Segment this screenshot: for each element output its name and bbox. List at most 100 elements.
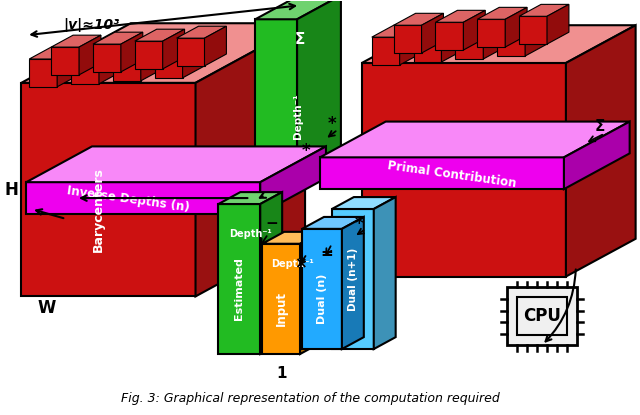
Polygon shape [519,16,547,44]
Text: Depth⁻¹: Depth⁻¹ [229,229,271,239]
Polygon shape [442,22,463,62]
Polygon shape [300,232,322,354]
Text: Σ: Σ [595,119,605,134]
Polygon shape [205,26,227,66]
Polygon shape [413,34,442,62]
Polygon shape [320,122,630,157]
Polygon shape [262,244,300,354]
Polygon shape [413,22,463,34]
Polygon shape [422,13,444,53]
Text: Depth⁻¹: Depth⁻¹ [271,259,314,269]
Polygon shape [260,146,326,214]
Polygon shape [113,41,163,53]
Text: ×: × [294,256,307,271]
Polygon shape [21,23,305,83]
Polygon shape [566,25,636,276]
Polygon shape [26,146,326,182]
Polygon shape [463,10,485,50]
Polygon shape [93,32,143,44]
Polygon shape [342,217,364,349]
Text: Dual (n): Dual (n) [317,274,327,324]
Polygon shape [435,22,463,50]
Polygon shape [497,16,547,28]
Polygon shape [507,288,577,345]
Polygon shape [302,229,342,349]
Polygon shape [121,32,143,72]
Polygon shape [260,192,282,354]
Polygon shape [141,41,163,81]
Polygon shape [372,25,422,37]
Polygon shape [525,16,547,56]
Text: Barycenters: Barycenters [92,167,105,252]
Polygon shape [177,26,227,38]
Polygon shape [218,192,282,204]
Polygon shape [394,13,444,25]
Polygon shape [564,122,630,189]
Text: Σ: Σ [295,32,305,46]
Polygon shape [399,25,422,65]
Polygon shape [135,41,163,69]
Polygon shape [497,28,525,56]
Polygon shape [218,204,260,354]
Polygon shape [302,217,364,229]
Polygon shape [456,19,505,31]
Polygon shape [435,10,485,22]
Polygon shape [196,23,305,296]
Text: Fig. 3: Graphical representation of the computation required: Fig. 3: Graphical representation of the … [121,392,499,405]
Polygon shape [163,29,184,69]
Polygon shape [517,298,567,335]
Text: H: H [4,181,19,199]
Text: −: − [266,216,278,232]
Text: Primal Contribution: Primal Contribution [387,159,517,190]
Polygon shape [320,157,564,189]
Polygon shape [519,5,569,16]
Text: CPU: CPU [523,307,561,325]
Polygon shape [99,44,121,84]
Text: =: = [321,246,333,261]
Polygon shape [26,182,260,214]
Polygon shape [262,232,322,244]
Polygon shape [362,63,566,276]
Text: Inverse Depths (n): Inverse Depths (n) [66,184,191,214]
Polygon shape [29,59,57,87]
Polygon shape [51,35,101,47]
Polygon shape [177,38,205,66]
Text: Input: Input [275,291,287,326]
Text: *: * [301,142,310,160]
Polygon shape [29,47,79,59]
Polygon shape [456,31,483,59]
Polygon shape [547,5,569,44]
Text: Depth⁻¹: Depth⁻¹ [293,93,303,139]
Polygon shape [483,19,505,59]
Polygon shape [182,38,205,78]
Polygon shape [113,53,141,81]
Polygon shape [79,35,101,75]
Text: |v|≈10³: |v|≈10³ [63,18,119,32]
Polygon shape [297,0,341,193]
Polygon shape [155,50,182,78]
Text: W: W [37,299,56,317]
Text: 1: 1 [276,366,287,381]
Polygon shape [374,197,396,349]
Polygon shape [57,47,79,87]
Polygon shape [71,44,121,56]
Polygon shape [93,44,121,72]
Polygon shape [332,209,374,349]
Polygon shape [477,7,527,19]
Polygon shape [255,0,341,19]
Text: *: * [355,215,363,233]
Polygon shape [362,25,636,63]
Polygon shape [71,56,99,84]
Text: Dual (n+1): Dual (n+1) [348,247,358,311]
Polygon shape [135,29,184,41]
Polygon shape [372,37,399,65]
Polygon shape [332,197,396,209]
Polygon shape [505,7,527,47]
Text: *: * [328,115,336,132]
Polygon shape [155,38,205,50]
Polygon shape [394,25,422,53]
Text: Estimated: Estimated [234,258,244,320]
Polygon shape [51,47,79,75]
Polygon shape [255,19,297,193]
Polygon shape [21,83,196,296]
